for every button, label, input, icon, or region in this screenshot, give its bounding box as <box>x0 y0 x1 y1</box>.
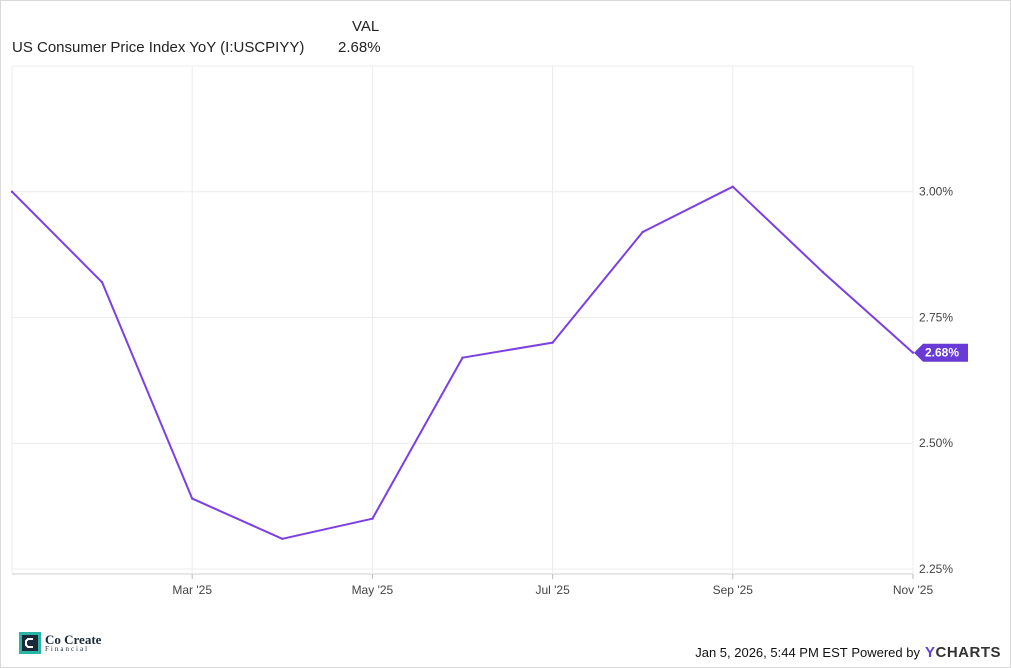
cocreate-logo: Co Create Financial <box>19 631 101 655</box>
series-line[interactable] <box>11 185 914 540</box>
y-tick-label: 3.00% <box>919 185 953 199</box>
end-label-tag <box>914 343 968 362</box>
x-tick-label: Nov '25 <box>893 583 934 597</box>
data-point[interactable] <box>461 356 464 359</box>
y-tick-label: 2.25% <box>919 562 953 576</box>
y-tick-label: 2.50% <box>919 436 953 450</box>
brand-title: Co Create <box>45 632 102 647</box>
data-point[interactable] <box>281 537 284 540</box>
data-point[interactable] <box>641 230 644 234</box>
data-point[interactable] <box>731 185 734 188</box>
timestamp: Jan 5, 2026, 5:44 PM EST <box>695 645 848 660</box>
x-tick-label: Mar '25 <box>172 583 212 597</box>
series-group <box>10 185 915 540</box>
ycharts-logo[interactable]: YCHARTS <box>925 644 1001 661</box>
brand-subtitle: Financial <box>45 645 90 653</box>
x-tick-label: Jul '25 <box>535 583 570 597</box>
ycharts-logo-y: Y <box>924 644 936 661</box>
data-point[interactable] <box>551 341 554 344</box>
legend-series-value: 2.68% <box>338 39 381 56</box>
y-axis: 2.25% 2.50% 2.75% 3.00% <box>919 185 953 576</box>
legend-series-name[interactable]: US Consumer Price Index YoY (I:USCPIYY) <box>12 39 305 56</box>
powered-by-text: Powered by <box>851 645 920 660</box>
data-point[interactable] <box>191 497 194 500</box>
footer-attribution: Jan 5, 2026, 5:44 PM EST Powered by YCHA… <box>695 644 1001 661</box>
data-point[interactable] <box>821 271 825 274</box>
legend-column-header: VAL <box>352 18 380 35</box>
end-value-label: 2.68% <box>914 343 968 362</box>
y-tick-label: 2.75% <box>919 310 953 324</box>
data-point[interactable] <box>371 517 374 520</box>
x-axis: Mar '25 May '25 Jul '25 Sep '25 Nov '25 <box>172 574 933 597</box>
cocreate-logo-icon <box>19 632 41 654</box>
x-tick-label: May '25 <box>352 583 394 597</box>
grid-lines <box>11 65 914 575</box>
data-point[interactable] <box>100 281 104 284</box>
data-point[interactable] <box>911 351 915 354</box>
end-label-value: 2.68% <box>925 346 959 360</box>
x-tick-label: Sep '25 <box>713 583 754 597</box>
ycharts-logo-rest: CHARTS <box>935 644 1001 661</box>
data-point[interactable] <box>10 190 14 193</box>
